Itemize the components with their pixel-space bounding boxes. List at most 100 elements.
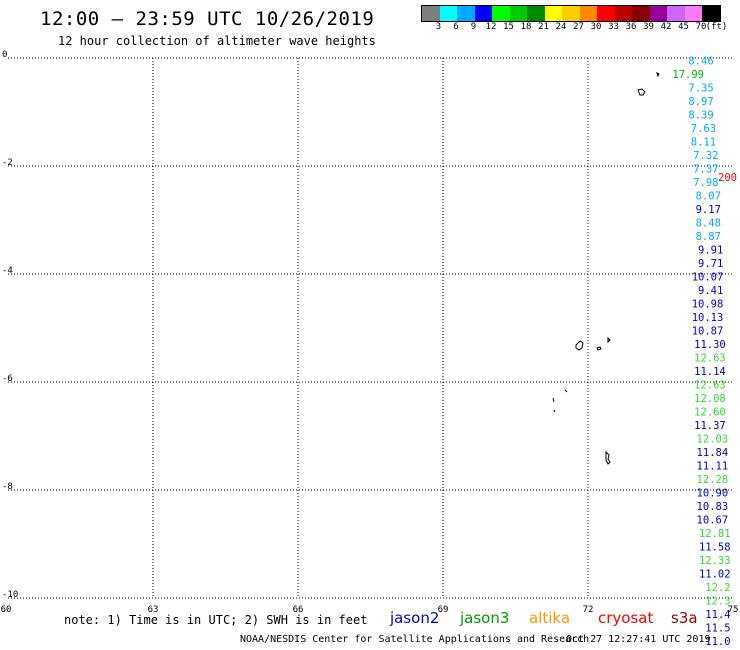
- x-tick-label: 66: [293, 605, 304, 615]
- legend-tick: 33: [608, 22, 619, 32]
- legend-swatch: [544, 6, 562, 21]
- wave-height-value: 9.91: [698, 245, 723, 257]
- legend-tick: 6: [453, 22, 459, 32]
- y-tick-label: -4: [2, 266, 13, 276]
- wave-height-value: 7.37: [693, 164, 718, 176]
- legend-swatch: [562, 6, 580, 21]
- wave-height-value: 11.0: [705, 636, 730, 648]
- page-title: 12:00 – 23:59 UTC 10/26/2019: [40, 8, 375, 30]
- legend-swatch: [474, 6, 492, 21]
- island-shape: [637, 88, 646, 96]
- satellite-label-cryosat: cryosat: [598, 609, 654, 627]
- legend-swatch: [632, 6, 650, 21]
- legend-tick: 30: [590, 22, 602, 32]
- wave-height-value: 11.84: [697, 447, 729, 459]
- legend-tick: 21: [538, 22, 549, 32]
- wave-height-value: 10.98: [692, 299, 724, 311]
- legend-swatch: [422, 6, 440, 21]
- wave-height-value: 8.97: [688, 96, 713, 108]
- legend-tick: 24: [555, 22, 567, 32]
- island-shape: [656, 72, 660, 78]
- wave-height-value: 11.11: [697, 461, 729, 473]
- y-tick-label: -2: [2, 158, 13, 168]
- wave-height-value: 200: [718, 172, 737, 184]
- legend-tick: 18: [520, 22, 532, 32]
- island-outlines: [552, 72, 660, 465]
- y-tick-label: -6: [2, 374, 13, 384]
- legend-tick: 9: [470, 22, 477, 32]
- wave-height-value: 8.07: [696, 191, 721, 203]
- legend-swatch: [702, 6, 720, 21]
- wave-height-value: 8.48: [696, 218, 721, 230]
- legend-swatch: [527, 6, 545, 21]
- wave-height-value: 7.32: [693, 150, 718, 162]
- x-tick-label: 69: [438, 605, 449, 615]
- wave-height-value: 12.33: [699, 555, 731, 567]
- legend-swatch: [457, 6, 475, 21]
- x-tick-label: 63: [148, 605, 159, 615]
- credit-line: NOAA/NESDIS Center for Satellite Applica…: [240, 634, 590, 645]
- wave-height-value: 9.41: [698, 285, 723, 297]
- wave-height-value: 8.46: [688, 56, 713, 68]
- wave-height-value: 10.67: [697, 515, 729, 527]
- wave-height-value: 12.60: [694, 407, 726, 419]
- legend-swatch: [579, 6, 597, 21]
- wave-height-value: 12.81: [699, 528, 731, 540]
- island-shape: [596, 346, 602, 351]
- legend-tick: 45: [678, 22, 689, 32]
- island-shape: [575, 340, 584, 351]
- map-grid: [8, 57, 733, 599]
- legend-tick: 3: [435, 22, 442, 32]
- units-note: note: 1) Time is in UTC; 2) SWH is in fe…: [64, 613, 368, 627]
- island-shape: [552, 389, 568, 413]
- y-tick-label: -8: [2, 482, 13, 492]
- island-shape: [607, 336, 611, 344]
- wave-height-color-legend: [421, 5, 721, 22]
- y-tick-label: 0: [2, 50, 7, 60]
- legend-swatch: [667, 6, 685, 21]
- x-tick-label: 75: [728, 605, 739, 615]
- legend-tick: 42: [660, 22, 672, 32]
- legend-swatch: [492, 6, 510, 21]
- wave-height-value: 10.13: [692, 312, 724, 324]
- x-tick-label: 60: [1, 605, 12, 615]
- wave-height-value: 11.5: [705, 623, 730, 635]
- wave-height-value: 11.58: [699, 542, 731, 554]
- legend-swatch: [684, 6, 702, 21]
- legend-tick: (ft): [705, 22, 728, 32]
- x-tick-label: 72: [583, 605, 594, 615]
- legend-tick: 27: [573, 22, 584, 32]
- wave-height-value: 11.4: [705, 609, 730, 621]
- legend-tick: 36: [625, 22, 637, 32]
- wave-height-value: 12.63: [694, 380, 726, 392]
- wave-height-value: 7.35: [688, 83, 713, 95]
- legend-tick: 15: [503, 22, 514, 32]
- legend-swatch: [597, 6, 615, 21]
- generation-timestamp: Oct 27 12:27:41 UTC 2019: [566, 634, 711, 645]
- wave-height-value: 12.08: [694, 393, 726, 405]
- legend-swatch: [649, 6, 667, 21]
- wave-height-value: 10.87: [692, 326, 724, 338]
- wave-height-value: 8.39: [688, 110, 713, 122]
- legend-tick: 39: [643, 22, 654, 32]
- wave-height-value: 10.90: [697, 488, 729, 500]
- legend-swatch: [509, 6, 527, 21]
- wave-height-value: 12.03: [697, 434, 729, 446]
- wave-height-value: 12.2: [705, 582, 730, 594]
- wave-height-value: 9.17: [696, 204, 721, 216]
- wave-height-value: 9.71: [698, 258, 723, 270]
- wave-height-value: 8.87: [696, 231, 721, 243]
- wave-height-value: 11.14: [694, 366, 726, 378]
- axis-labels: 0 -2 -4 -6 -8 -10 60 63 66 69 72 75: [1, 50, 739, 615]
- satellite-label-altika: altika: [529, 609, 571, 627]
- wave-height-value: 12.28: [697, 474, 729, 486]
- wave-height-value: 12.3: [705, 596, 730, 608]
- wave-height-value: 11.02: [699, 569, 731, 581]
- wave-height-value: 10.07: [692, 272, 724, 284]
- island-shape: [605, 450, 611, 465]
- wave-height-value: 7.63: [691, 123, 716, 135]
- legend-tick: 70: [695, 22, 707, 32]
- satellite-label-jason2: jason2: [390, 609, 440, 627]
